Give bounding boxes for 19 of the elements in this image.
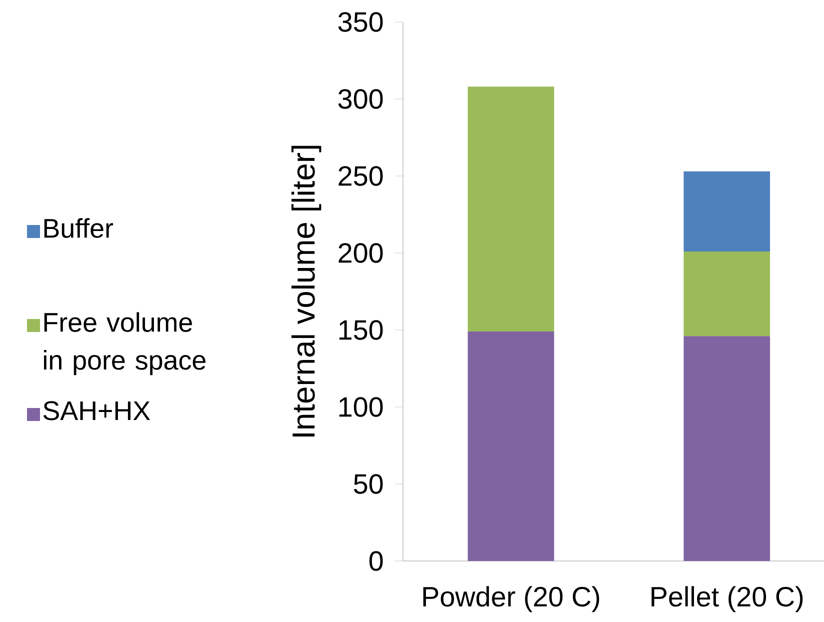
y-tick-label: 50 bbox=[354, 474, 383, 494]
y-tick-label: 200 bbox=[338, 243, 383, 263]
bar bbox=[684, 251, 770, 336]
y-tick-label: 100 bbox=[339, 397, 383, 417]
y-tick-label: 150 bbox=[339, 320, 383, 340]
y-axis-title: Internal volume [liter] bbox=[291, 146, 322, 437]
legend-label: Buffer bbox=[44, 218, 114, 238]
bar bbox=[468, 332, 554, 561]
bar bbox=[684, 171, 770, 252]
legend-label: Free volume in pore space bbox=[44, 312, 206, 376]
x-tick-label: Powder (20 C) bbox=[423, 586, 600, 612]
bar bbox=[684, 336, 770, 561]
bar bbox=[468, 86, 554, 332]
y-tick-label: 0 bbox=[369, 551, 383, 571]
x-tick-label: Pellet (20 C) bbox=[652, 586, 803, 612]
legend-label: SAH+HX bbox=[43, 401, 150, 420]
y-tick-label: 250 bbox=[338, 166, 383, 186]
y-tick-label: 350 bbox=[338, 12, 383, 32]
y-tick-label: 300 bbox=[338, 89, 383, 109]
